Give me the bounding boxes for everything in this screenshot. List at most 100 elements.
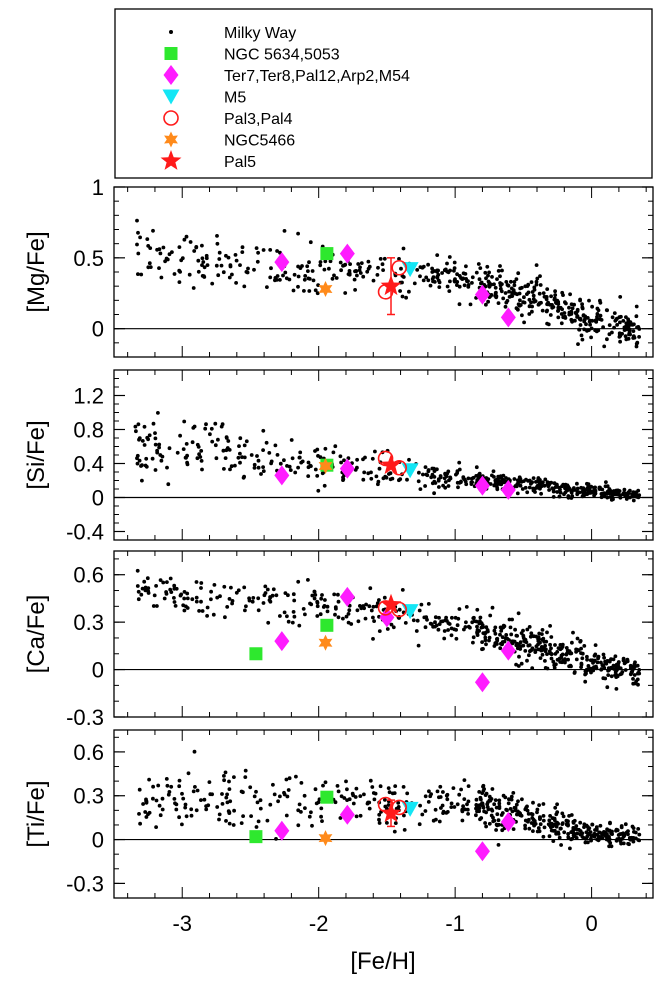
milky-way-point <box>523 823 527 828</box>
milky-way-point <box>622 487 627 492</box>
x-tick-label: -3 <box>172 911 192 936</box>
milky-way-point <box>621 319 626 323</box>
milky-way-point <box>456 616 461 621</box>
milky-way-point <box>637 493 642 498</box>
milky-way-point <box>555 650 560 654</box>
milky-way-point <box>543 477 548 482</box>
milky-way-point <box>385 627 390 631</box>
milky-way-point <box>393 821 398 825</box>
milky-way-point <box>444 615 448 620</box>
milky-way-point <box>441 809 446 814</box>
milky-way-point <box>589 670 593 675</box>
milky-way-point <box>332 273 336 278</box>
milky-way-point <box>370 456 375 461</box>
milky-way-point <box>617 836 622 841</box>
milky-way-point <box>334 276 339 280</box>
milky-way-point <box>446 484 451 488</box>
milky-way-point <box>166 482 171 487</box>
milky-way-point <box>338 454 343 459</box>
milky-way-point <box>576 648 581 653</box>
milky-way-point <box>539 648 544 653</box>
milky-way-point <box>210 281 215 286</box>
milky-way-point <box>158 813 163 818</box>
milky-way-point <box>368 586 373 591</box>
milky-way-point <box>417 822 422 827</box>
milky-way-point <box>274 278 279 282</box>
milky-way-point <box>474 813 478 818</box>
milky-way-point <box>375 601 380 605</box>
milky-way-point <box>302 277 307 282</box>
milky-way-point <box>432 491 436 496</box>
milky-way-point <box>445 269 450 274</box>
milky-way-point <box>267 451 272 455</box>
point-diamond <box>274 631 290 652</box>
milky-way-point <box>522 320 526 325</box>
milky-way-point <box>574 824 579 828</box>
milky-way-point <box>495 823 500 828</box>
milky-way-point <box>529 280 534 284</box>
milky-way-point <box>136 251 141 256</box>
milky-way-point <box>478 266 483 270</box>
milky-way-point <box>550 816 555 820</box>
milky-way-point <box>172 586 177 591</box>
milky-way-point <box>571 833 576 838</box>
milky-way-point <box>578 323 583 327</box>
milky-way-point <box>232 808 237 813</box>
milky-way-point <box>160 796 165 801</box>
milky-way-point <box>634 304 639 309</box>
milky-way-point <box>376 479 381 484</box>
milky-way-point <box>579 651 583 655</box>
milky-way-point <box>551 839 556 843</box>
milky-way-point <box>229 585 233 590</box>
milky-way-point <box>495 485 499 490</box>
milky-way-point <box>621 841 626 846</box>
milky-way-point <box>182 590 187 594</box>
milky-way-point <box>457 792 462 797</box>
milky-way-point <box>147 777 152 782</box>
point-star6 <box>318 281 333 297</box>
milky-way-point <box>274 837 278 841</box>
milky-way-point <box>182 237 187 242</box>
milky-way-point <box>548 313 553 317</box>
legend-marker-diamond <box>163 65 179 85</box>
legend-marker-triangle-down <box>162 89 180 105</box>
milky-way-point <box>624 337 629 342</box>
milky-way-point <box>135 461 140 466</box>
milky-way-point <box>486 807 491 812</box>
milky-way-point <box>243 775 248 779</box>
milky-way-point <box>136 589 141 594</box>
milky-way-point <box>637 838 642 843</box>
milky-way-point <box>493 641 498 645</box>
milky-way-point <box>244 270 249 274</box>
milky-way-point <box>433 620 437 625</box>
milky-way-point <box>481 805 486 810</box>
x-tick-label: -2 <box>309 911 329 936</box>
point-diamond <box>474 672 490 693</box>
point-diamond <box>474 841 490 862</box>
milky-way-point <box>573 310 578 315</box>
milky-way-point <box>555 802 559 807</box>
milky-way-point <box>402 828 407 832</box>
milky-way-point <box>266 620 271 625</box>
milky-way-point <box>256 819 261 824</box>
milky-way-point <box>135 242 139 247</box>
milky-way-point <box>363 616 368 621</box>
milky-way-point <box>137 787 142 792</box>
milky-way-point <box>567 312 572 317</box>
milky-way-point <box>418 265 423 269</box>
milky-way-point <box>356 262 361 266</box>
milky-way-point <box>306 269 310 273</box>
milky-way-point <box>569 837 573 842</box>
milky-way-point <box>146 244 151 248</box>
milky-way-point <box>192 749 197 754</box>
milky-way-point <box>438 474 443 478</box>
milky-way-point <box>490 275 494 279</box>
milky-way-point <box>636 682 640 687</box>
milky-way-point <box>282 610 287 615</box>
milky-way-point <box>457 480 462 485</box>
milky-way-point <box>182 608 187 613</box>
milky-way-point <box>582 644 587 648</box>
milky-way-point <box>509 794 514 799</box>
milky-way-point <box>472 619 477 623</box>
milky-way-point <box>487 821 492 826</box>
